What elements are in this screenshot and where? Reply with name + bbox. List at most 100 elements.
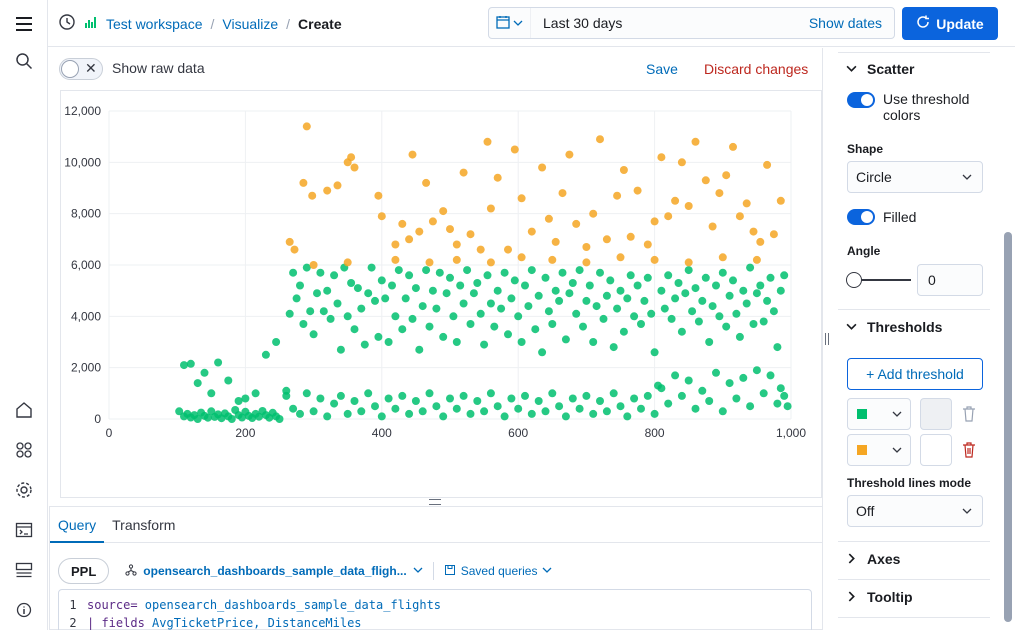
console-icon[interactable] [14, 520, 34, 540]
scatter-point [718, 268, 727, 277]
scatter-point [425, 322, 434, 331]
scatter-point [561, 335, 570, 344]
toggle-knob [61, 60, 79, 78]
scatter-point [493, 402, 502, 411]
scatter-point [633, 281, 642, 290]
scatter-point [769, 230, 778, 239]
y-tick-label: 6,000 [71, 258, 101, 272]
use-threshold-colors-switch[interactable] [847, 92, 875, 108]
shape-value: Circle [856, 169, 892, 185]
scatter-point [616, 286, 625, 295]
scatter-point [589, 209, 598, 218]
scatter-point [602, 407, 611, 416]
scatter-point [290, 245, 299, 254]
query-editor[interactable]: 1 source= opensearch_dashboards_sample_d… [58, 589, 812, 630]
tab-transform[interactable]: Transform [112, 517, 176, 533]
scatter-point [582, 296, 591, 305]
date-range-text[interactable]: Last 30 days [543, 15, 623, 31]
axes-section-header[interactable]: Axes [846, 551, 900, 567]
scatter-point [626, 232, 635, 241]
thresholds-section-header[interactable]: Thresholds [846, 319, 942, 335]
scatter-point [623, 412, 632, 421]
line-number: 1 [69, 598, 77, 612]
scatter-section-header[interactable]: Scatter [846, 61, 914, 77]
scatter-point [650, 217, 659, 226]
scatter-point [691, 404, 700, 413]
angle-slider[interactable] [846, 272, 911, 288]
threshold-value-input[interactable] [920, 434, 952, 466]
show-raw-data-toggle[interactable]: ✕ [59, 58, 103, 80]
tab-query[interactable]: Query [50, 507, 105, 543]
scatter-point [459, 391, 468, 400]
scatter-point [756, 237, 765, 246]
menu-icon[interactable] [14, 14, 34, 34]
scatter-point [391, 255, 400, 264]
scatter-point [541, 407, 550, 416]
scatter-point [592, 302, 601, 311]
scatter-point [371, 402, 379, 411]
scatter-point [486, 299, 495, 308]
scatter-point [333, 299, 342, 308]
scatter-point [582, 258, 591, 267]
saved-queries-button[interactable]: Saved queries [444, 564, 553, 579]
scatter-point [684, 258, 693, 267]
quick-select-button[interactable] [489, 8, 531, 38]
threshold-value-input[interactable] [920, 398, 952, 430]
scatter-point [565, 150, 574, 159]
gear-icon[interactable] [14, 480, 34, 500]
filled-switch[interactable] [847, 209, 875, 225]
dock-icon[interactable] [14, 560, 34, 580]
scatter-point [725, 291, 734, 300]
scatter-point [773, 399, 782, 408]
y-tick-label: 12,000 [64, 104, 101, 118]
scatter-point [381, 294, 390, 303]
threshold-lines-mode-select[interactable]: Off [847, 495, 983, 527]
search-icon[interactable] [14, 51, 34, 71]
scatter-point [411, 397, 420, 405]
angle-input[interactable]: 0 [917, 264, 983, 296]
slider-thumb[interactable] [846, 272, 862, 288]
scatter-point [428, 217, 437, 226]
threshold-color-select[interactable] [847, 434, 911, 466]
breadcrumb-visualize[interactable]: Visualize [222, 15, 279, 32]
dataset-selector[interactable]: opensearch_dashboards_sample_data_fligh.… [119, 563, 423, 579]
save-button[interactable]: Save [646, 61, 678, 77]
info-icon[interactable] [14, 600, 34, 620]
delete-threshold-icon[interactable] [962, 442, 976, 458]
scatter-point [463, 266, 472, 275]
scatter-point [486, 258, 495, 267]
section-divider [838, 309, 990, 310]
scatter-point [384, 394, 393, 403]
vertical-resize-handle[interactable] [822, 48, 830, 630]
scatter-point [418, 302, 427, 311]
show-dates-button[interactable]: Show dates [808, 15, 882, 31]
scatter-point [568, 394, 577, 403]
scatter-point [521, 281, 529, 290]
discard-changes-button[interactable]: Discard changes [704, 61, 809, 77]
chevron-down-icon [513, 15, 523, 31]
scatter-point [459, 299, 468, 308]
add-threshold-button[interactable]: + Add threshold [847, 358, 983, 390]
horizontal-resize-handle[interactable] [429, 499, 441, 505]
shape-select[interactable]: Circle [847, 161, 983, 193]
apps-icon[interactable] [14, 440, 34, 460]
scatter-point [715, 312, 724, 321]
code-value: opensearch_dashboards_sample_data_flight… [137, 598, 442, 612]
language-selector[interactable]: PPL [58, 558, 110, 584]
recent-history-icon[interactable] [58, 13, 76, 34]
threshold-color-select[interactable] [847, 398, 911, 430]
scatter-point [466, 409, 475, 418]
scatter-point [647, 309, 656, 318]
scatter-point [343, 409, 352, 418]
scatter-point [207, 389, 216, 398]
scrollbar-thumb[interactable] [1004, 232, 1012, 622]
breadcrumb-workspace[interactable]: Test workspace [106, 15, 203, 32]
scatter-point [490, 322, 499, 331]
scatter-point [452, 404, 461, 413]
tooltip-section-header[interactable]: Tooltip [846, 589, 913, 605]
update-button[interactable]: Update [902, 7, 998, 40]
scatter-point [500, 412, 509, 421]
scatter-point [473, 397, 482, 405]
scatter-point [517, 253, 526, 262]
home-icon[interactable] [14, 400, 34, 420]
